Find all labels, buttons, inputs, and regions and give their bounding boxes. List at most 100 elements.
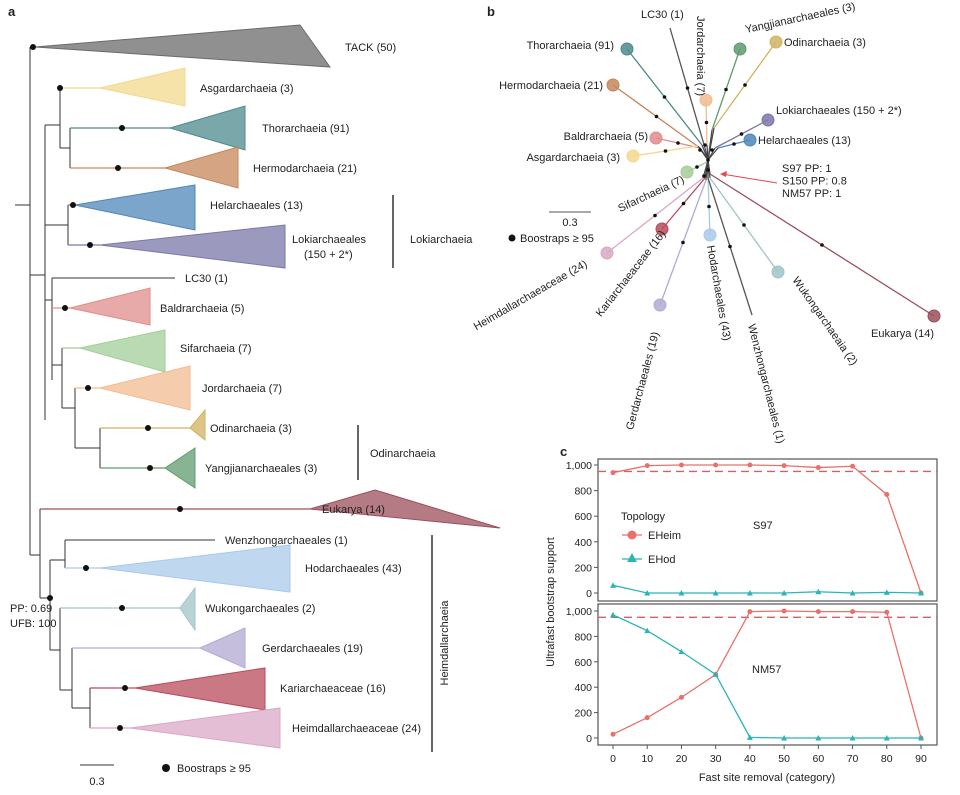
panel-label: NM57 (752, 664, 781, 676)
clade-triangle (99, 67, 186, 107)
clade-triangle (179, 586, 196, 632)
x-tick-label: 60 (812, 753, 824, 765)
panel-b-unrooted-tree: Thorarchaeia (91) Hermodarchaeia (21) LC30… (472, 1, 941, 445)
bootstrap-dot (85, 385, 91, 391)
node-support-pp: PP: 0.69 (10, 603, 52, 615)
bootstrap-dot (685, 86, 690, 90)
clade-label: Wukongarchaeales (2) (205, 603, 315, 615)
support-annotation: NM57 PP: 1 (782, 188, 841, 200)
legend-entry: EHeim (648, 530, 681, 542)
data-point (781, 608, 787, 614)
x-tick-label: 10 (641, 753, 653, 765)
bootstrap-dot (706, 158, 710, 162)
tip-label: Wenzhongarchaeales (1) (745, 323, 786, 445)
data-point (610, 611, 616, 618)
y-tick-label: 0 (586, 733, 592, 745)
tip-circle (606, 78, 620, 92)
clade-label: Thorarchaeia (91) (262, 123, 349, 135)
bootstrap-dot (115, 165, 121, 171)
panel-label: S97 (753, 520, 773, 532)
data-point (610, 470, 616, 476)
tip-label: LC30 (1) (641, 9, 684, 21)
tip-label: Helarchaeales (13) (758, 135, 851, 147)
bootstrap-dot (681, 240, 685, 245)
data-point (610, 731, 616, 737)
clade-triangle (34, 24, 332, 68)
data-point (883, 589, 890, 595)
clade-label: Hodarchaeales (43) (305, 563, 402, 575)
internal-branch (707, 159, 711, 175)
clade-label: Odinarchaeia (3) (210, 423, 292, 435)
bootstrap-dot (732, 142, 736, 146)
data-point (918, 735, 924, 741)
x-tick-label: 20 (676, 753, 688, 765)
y-tick-label: 1,000 (566, 460, 592, 472)
bootstrap-dot (698, 148, 702, 152)
y-tick-label: 800 (574, 631, 592, 643)
wenzhong-label: Wenzhongarchaeales (1) (225, 535, 348, 547)
y-tick-label: 600 (574, 511, 592, 523)
clade-label: Baldrarchaeia (5) (160, 303, 244, 315)
clade-triangle (168, 105, 246, 151)
bootstrap-dot (707, 204, 711, 209)
clade-label: TACK (50) (345, 42, 396, 54)
internal-branch (707, 147, 719, 161)
y-tick-label: 400 (574, 537, 592, 549)
clade-label: Lokiarchaeales (292, 234, 366, 246)
tip-circle (769, 35, 783, 49)
bootstrap-dot (87, 242, 93, 248)
tip-label: Wukongarchaeaia (2) (790, 275, 860, 368)
panel-b-letter: b (487, 4, 495, 19)
tip-label: Hodarchaeales (43) (704, 244, 733, 341)
y-tick-label: 200 (574, 562, 592, 574)
tip-circle (600, 246, 614, 260)
tip-label: Heimdallarchaeaceae (24) (472, 258, 590, 333)
tip-label: Jordarchaeia (7) (694, 16, 706, 96)
data-point (849, 735, 856, 741)
data-point (644, 627, 651, 634)
panel-a-letter: a (8, 4, 16, 19)
data-point (678, 648, 685, 655)
data-point (712, 590, 719, 596)
data-point (712, 671, 719, 677)
bootstrap-dot (703, 143, 707, 147)
y-axis-label: Ultrafast bootstrap support (545, 537, 557, 667)
clade-triangle (134, 667, 266, 711)
clade-triangle (99, 365, 191, 411)
panel-c-chart: 02004006008001,000S9702004006008001,000N… (545, 458, 938, 784)
clade-triangle (99, 544, 291, 593)
bootstrap-dot (119, 125, 125, 131)
data-point (644, 715, 650, 721)
bootstrap-dot (663, 149, 668, 153)
data-point (850, 609, 856, 615)
x-tick-label: 90 (915, 753, 927, 765)
data-point (713, 462, 719, 468)
tip-label: Baldrarchaeia (5) (564, 131, 648, 143)
lc30-label: LC30 (1) (185, 273, 228, 285)
data-point (781, 735, 788, 741)
y-tick-label: 0 (586, 588, 592, 600)
y-tick-label: 400 (574, 682, 592, 694)
legend-entry: EHod (648, 554, 676, 566)
data-point (678, 694, 684, 700)
clade-label: Jordarchaeia (7) (202, 383, 282, 395)
data-point (644, 463, 650, 469)
bootstrap-dot (147, 465, 153, 471)
plot-frame (597, 603, 938, 746)
tip-circle (761, 113, 775, 127)
clade-label: Kariarchaeaceae (16) (280, 683, 386, 695)
tip-circle (626, 149, 640, 163)
tip-circle (653, 298, 667, 312)
support-annotation: S97 PP: 1 (782, 163, 832, 175)
bracket-label-heimdallarchaeia: Heimdallarchaeia (439, 600, 451, 686)
series-line-EHeim (612, 464, 922, 594)
internal-branch (707, 127, 715, 161)
y-tick-label: 800 (574, 486, 592, 498)
bootstrap-dot (681, 201, 686, 206)
tip-label: Sifarchaeia (7) (616, 174, 686, 215)
tip-circle (733, 42, 747, 56)
bootstrap-dot (122, 685, 128, 691)
legend-dot (508, 234, 516, 242)
bracket-label-odinarchaeia: Odinarchaeia (370, 448, 436, 460)
